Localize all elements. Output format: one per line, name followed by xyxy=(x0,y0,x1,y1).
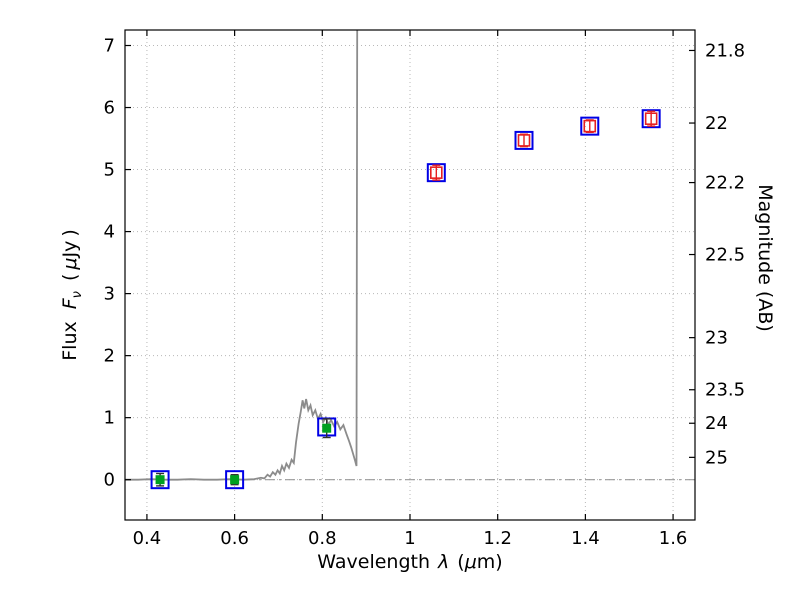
observed-infrared-marker xyxy=(583,119,597,133)
model-photometry-marker xyxy=(514,130,534,150)
ylabel-open-paren: ( xyxy=(59,273,81,282)
x-tick-label: 0.8 xyxy=(308,528,337,549)
y-tick-label-left: 3 xyxy=(104,284,115,305)
model-photometry-marker xyxy=(150,470,170,490)
y-tick-label-right: 22 xyxy=(705,113,728,134)
y-tick-label-left: 6 xyxy=(104,98,115,119)
ylabel-flux-symbol: F xyxy=(59,298,81,310)
observed-infrared-marker xyxy=(430,166,443,179)
y-tick-label-right: 21.8 xyxy=(705,40,745,61)
y-tick-label-right: 25 xyxy=(705,447,728,468)
y-tick-label-left: 7 xyxy=(104,36,115,57)
x-axis-label: Wavelength λ (μm) xyxy=(125,551,695,573)
observed-optical-marker xyxy=(322,423,332,433)
x-tick-label: 1 xyxy=(404,528,415,549)
observed-infrared-marker xyxy=(517,134,531,147)
y-tick-label-left: 1 xyxy=(104,408,115,429)
x-tick-label: 1.2 xyxy=(483,528,512,549)
x-tick-label: 1.4 xyxy=(571,528,600,549)
x-tick-label: 0.4 xyxy=(133,528,162,549)
x-tick-label: 1.6 xyxy=(659,528,688,549)
y-axis-label-right: Magnitude (AB) xyxy=(750,108,776,408)
y-tick-label-left: 4 xyxy=(104,222,115,243)
y-tick-label-right: 23 xyxy=(705,328,728,349)
observed-infrared-marker xyxy=(644,112,658,125)
x-tick-label: 0.6 xyxy=(220,528,249,549)
xlabel-unit-close: m) xyxy=(476,551,503,573)
y-tick-label-left: 0 xyxy=(104,470,115,491)
y-tick-label-right: 22.2 xyxy=(705,173,745,194)
y-tick-label-left: 2 xyxy=(104,346,115,367)
y-tick-label-left: 5 xyxy=(104,160,115,181)
ylabel-close-paren: ) xyxy=(59,229,81,237)
xlabel-unit-open-paren: ( xyxy=(457,551,465,573)
ylabel-unit: Jy xyxy=(59,240,81,258)
y-tick-label-right: 23.5 xyxy=(705,380,745,401)
observed-optical-marker xyxy=(230,475,240,485)
xlabel-mu-symbol: μ xyxy=(464,551,477,573)
photometry-points xyxy=(150,109,661,490)
ylabel-mu-symbol: μ xyxy=(59,257,81,270)
y-tick-label-right: 22.5 xyxy=(705,245,745,266)
model-photometry-marker xyxy=(641,109,661,129)
y-tick-label-right: 24 xyxy=(705,413,728,434)
tick-marks xyxy=(125,30,695,520)
model-photometry-marker xyxy=(426,163,446,183)
model-photometry-marker xyxy=(225,470,245,490)
ylabel-nu-subscript: ν xyxy=(70,291,85,299)
y-axis-label-left: Flux Fν ( μJy) xyxy=(59,145,85,445)
ylabel-word: Flux xyxy=(59,321,81,361)
gridlines xyxy=(125,30,695,520)
xlabel-lambda-symbol: λ xyxy=(438,551,450,573)
observed-optical-marker xyxy=(155,475,165,485)
model-photometry-marker xyxy=(580,116,600,136)
xlabel-word: Wavelength xyxy=(317,551,431,573)
ylabel-right-text: Magnitude (AB) xyxy=(754,184,776,332)
